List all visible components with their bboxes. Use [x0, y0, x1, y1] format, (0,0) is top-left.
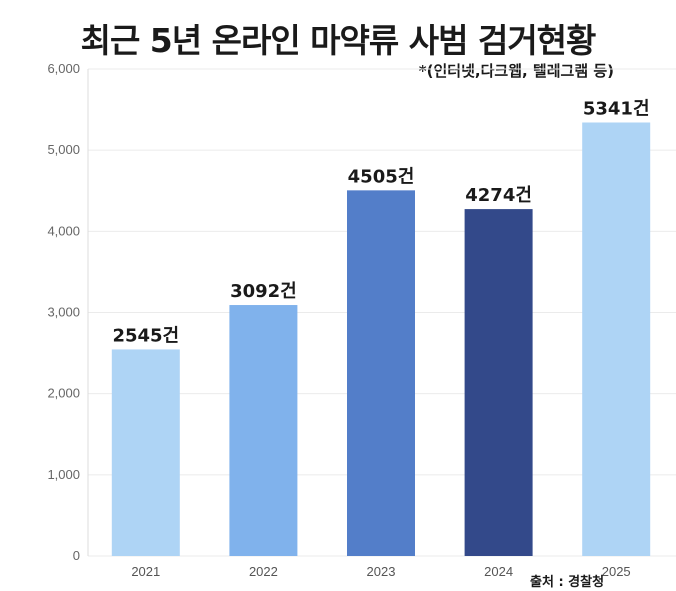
x-tick-label-2024: 2024 — [484, 564, 513, 579]
x-tick-label-2023: 2023 — [367, 564, 396, 579]
chart-subtitle: *(인터넷,다크웹, 텔레그램 등) — [418, 62, 614, 80]
y-tick-label: 1,000 — [47, 467, 80, 482]
x-tick-label-2025: 2025 — [602, 564, 631, 579]
data-label-2021: 2545건 — [112, 325, 179, 346]
y-axis: 0 1,000 2,000 3,000 4,000 5,000 6,000 — [47, 61, 89, 563]
x-axis: 2021 2022 2023 2024 2025 — [131, 564, 630, 579]
bar-2025 — [582, 122, 651, 556]
x-tick-label-2022: 2022 — [249, 564, 278, 579]
chart-source: 출처 : 경찰청 — [530, 575, 605, 590]
bar-2022 — [229, 305, 298, 556]
data-label-2023: 4505건 — [348, 166, 415, 187]
y-tick-label: 2,000 — [47, 386, 80, 401]
bar-2023 — [347, 190, 415, 556]
y-tick-label: 6,000 — [47, 61, 80, 76]
bars — [111, 122, 651, 556]
y-tick-label: 3,000 — [47, 305, 80, 320]
x-tick-label-2021: 2021 — [131, 564, 160, 579]
data-label-2024: 4274건 — [465, 185, 532, 206]
data-labels: 2545건 3092건 4505건 4274건 5341건 — [112, 98, 649, 346]
data-label-2022: 3092건 — [230, 281, 297, 302]
chart-title: 최근 5년 온라인 마약류 사범 검거현황 — [80, 21, 597, 60]
y-tick-label: 0 — [73, 548, 80, 563]
data-label-2025: 5341건 — [583, 98, 650, 119]
bar-2021 — [111, 349, 180, 556]
y-tick-label: 5,000 — [47, 142, 80, 157]
y-tick-label: 4,000 — [47, 223, 80, 238]
bar-2024 — [464, 209, 533, 556]
